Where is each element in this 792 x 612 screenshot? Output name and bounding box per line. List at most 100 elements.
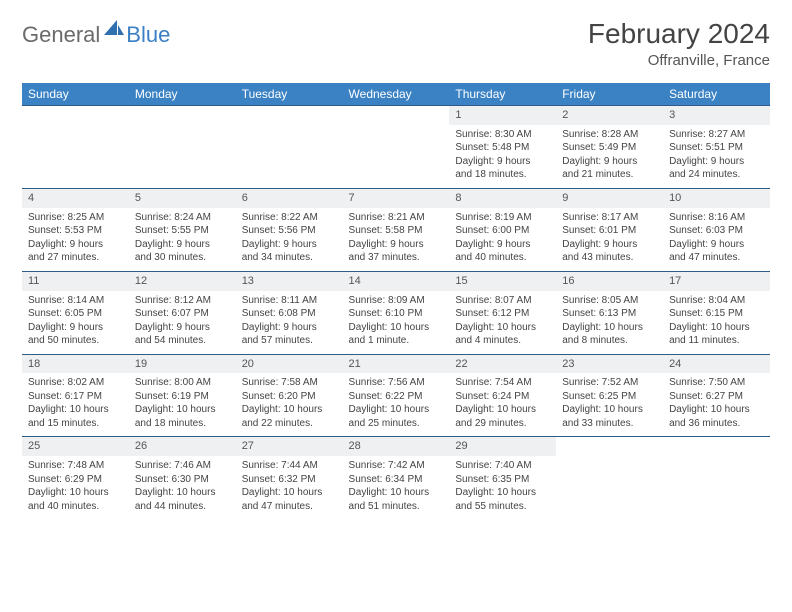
- calendar-cell: 15Sunrise: 8:07 AMSunset: 6:12 PMDayligh…: [449, 271, 556, 354]
- day-line-sr: Sunrise: 7:42 AM: [349, 459, 444, 473]
- calendar-cell: 13Sunrise: 8:11 AMSunset: 6:08 PMDayligh…: [236, 271, 343, 354]
- day-details: Sunrise: 7:58 AMSunset: 6:20 PMDaylight:…: [236, 373, 343, 436]
- day-line-ss: Sunset: 6:17 PM: [28, 390, 123, 404]
- calendar-week-row: 1Sunrise: 8:30 AMSunset: 5:48 PMDaylight…: [22, 105, 770, 188]
- calendar-cell: 2Sunrise: 8:28 AMSunset: 5:49 PMDaylight…: [556, 105, 663, 188]
- day-details: Sunrise: 8:24 AMSunset: 5:55 PMDaylight:…: [129, 208, 236, 271]
- day-line-sr: Sunrise: 8:14 AM: [28, 294, 123, 308]
- day-line-d1: Daylight: 10 hours: [28, 486, 123, 500]
- calendar-cell: 7Sunrise: 8:21 AMSunset: 5:58 PMDaylight…: [343, 188, 450, 271]
- day-line-ss: Sunset: 6:01 PM: [562, 224, 657, 238]
- day-line-d1: Daylight: 10 hours: [28, 403, 123, 417]
- calendar-cell: 29Sunrise: 7:40 AMSunset: 6:35 PMDayligh…: [449, 436, 556, 519]
- day-line-sr: Sunrise: 7:50 AM: [669, 376, 764, 390]
- day-details: Sunrise: 7:40 AMSunset: 6:35 PMDaylight:…: [449, 456, 556, 519]
- day-number: 16: [556, 271, 663, 291]
- day-line-ss: Sunset: 6:05 PM: [28, 307, 123, 321]
- day-line-sr: Sunrise: 7:52 AM: [562, 376, 657, 390]
- day-number: 15: [449, 271, 556, 291]
- day-line-ss: Sunset: 6:34 PM: [349, 473, 444, 487]
- day-number: 10: [663, 188, 770, 208]
- day-line-d2: and 40 minutes.: [28, 500, 123, 514]
- day-line-d2: and 36 minutes.: [669, 417, 764, 431]
- day-line-d2: and 47 minutes.: [669, 251, 764, 265]
- location: Offranville, France: [588, 52, 770, 69]
- calendar-cell: 4Sunrise: 8:25 AMSunset: 5:53 PMDaylight…: [22, 188, 129, 271]
- day-number: 17: [663, 271, 770, 291]
- day-line-sr: Sunrise: 7:48 AM: [28, 459, 123, 473]
- day-details: Sunrise: 8:27 AMSunset: 5:51 PMDaylight:…: [663, 125, 770, 188]
- day-details: Sunrise: 7:46 AMSunset: 6:30 PMDaylight:…: [129, 456, 236, 519]
- day-line-d1: Daylight: 9 hours: [135, 238, 230, 252]
- day-details: Sunrise: 8:19 AMSunset: 6:00 PMDaylight:…: [449, 208, 556, 271]
- calendar-cell: 11Sunrise: 8:14 AMSunset: 6:05 PMDayligh…: [22, 271, 129, 354]
- day-line-sr: Sunrise: 7:46 AM: [135, 459, 230, 473]
- day-line-sr: Sunrise: 8:27 AM: [669, 128, 764, 142]
- day-line-ss: Sunset: 6:22 PM: [349, 390, 444, 404]
- day-line-d2: and 4 minutes.: [455, 334, 550, 348]
- day-number: 13: [236, 271, 343, 291]
- calendar-cell: 17Sunrise: 8:04 AMSunset: 6:15 PMDayligh…: [663, 271, 770, 354]
- day-number: 1: [449, 105, 556, 125]
- day-line-ss: Sunset: 5:48 PM: [455, 141, 550, 155]
- day-line-sr: Sunrise: 8:21 AM: [349, 211, 444, 225]
- day-line-d2: and 34 minutes.: [242, 251, 337, 265]
- day-line-d2: and 29 minutes.: [455, 417, 550, 431]
- day-line-ss: Sunset: 6:24 PM: [455, 390, 550, 404]
- day-number: 24: [663, 354, 770, 374]
- day-line-sr: Sunrise: 7:58 AM: [242, 376, 337, 390]
- calendar-cell: 14Sunrise: 8:09 AMSunset: 6:10 PMDayligh…: [343, 271, 450, 354]
- day-line-sr: Sunrise: 8:00 AM: [135, 376, 230, 390]
- day-line-d2: and 37 minutes.: [349, 251, 444, 265]
- day-line-ss: Sunset: 6:00 PM: [455, 224, 550, 238]
- day-number: 7: [343, 188, 450, 208]
- day-line-sr: Sunrise: 8:24 AM: [135, 211, 230, 225]
- day-line-d1: Daylight: 10 hours: [455, 403, 550, 417]
- calendar-cell: 24Sunrise: 7:50 AMSunset: 6:27 PMDayligh…: [663, 354, 770, 437]
- day-line-ss: Sunset: 6:10 PM: [349, 307, 444, 321]
- day-line-sr: Sunrise: 8:04 AM: [669, 294, 764, 308]
- day-details: Sunrise: 8:21 AMSunset: 5:58 PMDaylight:…: [343, 208, 450, 271]
- empty-day: [556, 436, 663, 456]
- day-line-ss: Sunset: 6:27 PM: [669, 390, 764, 404]
- calendar-cell: [556, 436, 663, 519]
- day-line-sr: Sunrise: 8:28 AM: [562, 128, 657, 142]
- day-line-d2: and 1 minute.: [349, 334, 444, 348]
- day-line-d1: Daylight: 10 hours: [669, 321, 764, 335]
- day-line-d2: and 47 minutes.: [242, 500, 337, 514]
- day-number: 2: [556, 105, 663, 125]
- calendar-cell: 5Sunrise: 8:24 AMSunset: 5:55 PMDaylight…: [129, 188, 236, 271]
- day-line-d1: Daylight: 9 hours: [28, 238, 123, 252]
- weekday-header: Sunday: [22, 83, 129, 105]
- day-line-d2: and 50 minutes.: [28, 334, 123, 348]
- day-line-d1: Daylight: 9 hours: [135, 321, 230, 335]
- day-line-sr: Sunrise: 8:07 AM: [455, 294, 550, 308]
- day-line-d2: and 22 minutes.: [242, 417, 337, 431]
- calendar-cell: 19Sunrise: 8:00 AMSunset: 6:19 PMDayligh…: [129, 354, 236, 437]
- day-line-sr: Sunrise: 8:30 AM: [455, 128, 550, 142]
- brand-sail-icon: [104, 20, 124, 43]
- empty-day: [343, 105, 450, 125]
- day-line-d2: and 18 minutes.: [455, 168, 550, 182]
- weekday-header: Friday: [556, 83, 663, 105]
- day-line-d1: Daylight: 9 hours: [455, 155, 550, 169]
- day-details: Sunrise: 7:54 AMSunset: 6:24 PMDaylight:…: [449, 373, 556, 436]
- day-line-d1: Daylight: 9 hours: [28, 321, 123, 335]
- day-details: Sunrise: 7:44 AMSunset: 6:32 PMDaylight:…: [236, 456, 343, 519]
- day-number: 19: [129, 354, 236, 374]
- calendar-cell: 20Sunrise: 7:58 AMSunset: 6:20 PMDayligh…: [236, 354, 343, 437]
- calendar-cell: 16Sunrise: 8:05 AMSunset: 6:13 PMDayligh…: [556, 271, 663, 354]
- day-number: 20: [236, 354, 343, 374]
- calendar-cell: 26Sunrise: 7:46 AMSunset: 6:30 PMDayligh…: [129, 436, 236, 519]
- day-line-ss: Sunset: 6:20 PM: [242, 390, 337, 404]
- day-details: Sunrise: 8:07 AMSunset: 6:12 PMDaylight:…: [449, 291, 556, 354]
- day-details: Sunrise: 8:12 AMSunset: 6:07 PMDaylight:…: [129, 291, 236, 354]
- day-line-sr: Sunrise: 8:19 AM: [455, 211, 550, 225]
- calendar-cell: [129, 105, 236, 188]
- day-line-d1: Daylight: 9 hours: [562, 155, 657, 169]
- day-line-d2: and 11 minutes.: [669, 334, 764, 348]
- day-number: 4: [22, 188, 129, 208]
- calendar-cell: 27Sunrise: 7:44 AMSunset: 6:32 PMDayligh…: [236, 436, 343, 519]
- day-line-d2: and 57 minutes.: [242, 334, 337, 348]
- day-line-d2: and 24 minutes.: [669, 168, 764, 182]
